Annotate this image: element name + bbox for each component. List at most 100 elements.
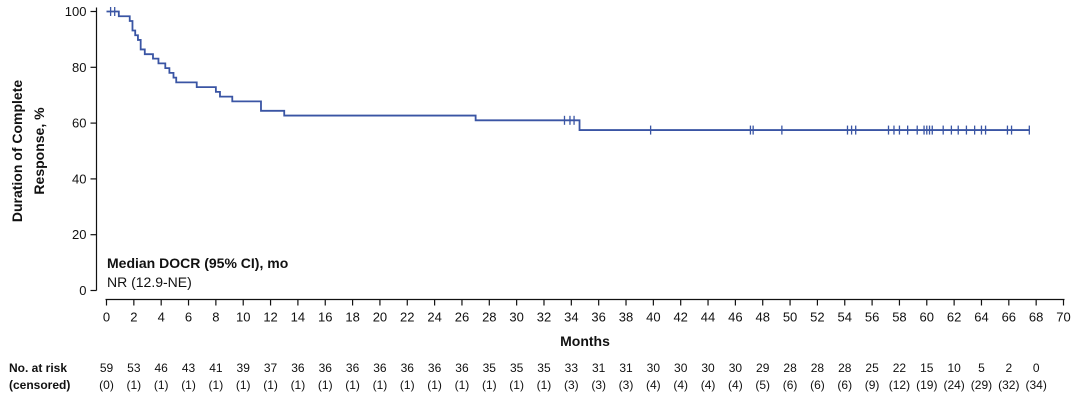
censored-count: (0) [99,378,114,392]
risk-count: 0 [1033,361,1040,375]
x-tick-label: 34 [564,310,578,325]
x-tick-label: 40 [646,310,660,325]
x-tick-label: 32 [537,310,551,325]
x-tick-label: 60 [920,310,934,325]
x-tick-label: 2 [130,310,137,325]
censored-count: (4) [728,378,743,392]
censored-count: (1) [209,378,224,392]
risk-count: 30 [729,361,743,375]
censored-count: (6) [837,378,852,392]
median-value: NR (12.9-NE) [107,274,192,290]
risk-count: 29 [756,361,770,375]
censored-count: (1) [455,378,470,392]
x-tick-label: 26 [455,310,469,325]
risk-count: 35 [537,361,551,375]
censored-count: (12) [889,378,910,392]
risk-table-label-at-risk: No. at risk [9,361,67,375]
censored-count: (3) [619,378,634,392]
x-tick-label: 18 [345,310,359,325]
risk-count: 36 [401,361,415,375]
censored-count: (3) [564,378,579,392]
x-tick-label: 56 [865,310,879,325]
x-tick-label: 38 [619,310,633,325]
censored-count: (1) [345,378,360,392]
risk-count: 30 [701,361,715,375]
x-tick-label: 8 [212,310,219,325]
censored-count: (19) [916,378,937,392]
x-ticks: 0 2 4 6 8 10 12 14 16 18 20 22 24 26 28 30 32 34 36 38 40 42 4… [103,299,1071,325]
risk-row-censored: (0) (1) (1) (1) (1) (1) (1) (1) (1) (1) (1) (1) (1) (… [99,378,1047,392]
risk-count: 36 [428,361,442,375]
x-tick-label: 16 [318,310,332,325]
risk-count: 53 [127,361,141,375]
censored-count: (1) [509,378,524,392]
x-tick-label: 58 [892,310,906,325]
x-tick-label: 52 [810,310,824,325]
x-tick-label: 54 [838,310,852,325]
risk-count: 36 [373,361,387,375]
censored-count: (1) [373,378,388,392]
risk-count: 30 [674,361,688,375]
risk-row-at-risk: 59 53 46 43 41 39 37 36 36 36 36 36 36 36 35 35 35 33 31 31… [100,361,1040,375]
censored-count: (1) [291,378,306,392]
risk-count: 36 [346,361,360,375]
risk-count: 28 [838,361,852,375]
y-tick-label: 60 [72,116,86,131]
x-tick-label: 46 [728,310,742,325]
x-tick-label: 44 [701,310,715,325]
censored-count: (32) [998,378,1019,392]
censored-count: (4) [701,378,716,392]
x-tick-label: 14 [291,310,305,325]
censored-count: (4) [673,378,688,392]
x-tick-label: 24 [427,310,441,325]
x-tick-label: 68 [1029,310,1043,325]
risk-count: 28 [783,361,797,375]
x-tick-label: 10 [236,310,250,325]
risk-count: 30 [647,361,661,375]
risk-count: 25 [865,361,879,375]
x-tick-label: 12 [263,310,277,325]
risk-count: 46 [155,361,169,375]
y-tick-label: 100 [65,4,87,19]
risk-count: 41 [209,361,223,375]
y-axis-title-line2: Response, % [31,107,47,195]
censored-count: (9) [865,378,880,392]
x-axis-title: Months [560,333,610,349]
x-tick-label: 4 [158,310,165,325]
x-tick-label: 64 [974,310,988,325]
censored-count: (1) [154,378,169,392]
x-tick-label: 0 [103,310,110,325]
censored-count: (1) [537,378,552,392]
x-tick-label: 22 [400,310,414,325]
axes [95,7,1065,301]
median-title: Median DOCR (95% CI), mo [107,255,288,271]
x-tick-label: 50 [783,310,797,325]
censored-count: (1) [482,378,497,392]
risk-count: 33 [565,361,579,375]
risk-count: 22 [893,361,907,375]
risk-table-label-censored: (censored) [9,378,70,392]
censored-count: (34) [1025,378,1046,392]
risk-count: 5 [978,361,985,375]
censored-count: (6) [810,378,825,392]
risk-count: 37 [264,361,278,375]
x-tick-label: 48 [755,310,769,325]
x-tick-label: 70 [1056,310,1070,325]
x-tick-label: 20 [373,310,387,325]
risk-count: 35 [483,361,497,375]
y-axis-title-line1: Duration of Complete [9,80,25,223]
risk-count: 10 [947,361,961,375]
y-tick-label: 40 [72,171,86,186]
risk-count: 28 [811,361,825,375]
censored-count: (1) [263,378,278,392]
risk-count: 15 [920,361,934,375]
risk-count: 36 [291,361,305,375]
x-tick-label: 36 [591,310,605,325]
risk-count: 31 [592,361,606,375]
y-tick-label: 0 [79,283,86,298]
risk-count: 43 [182,361,196,375]
censored-count: (4) [646,378,661,392]
censored-count: (1) [318,378,333,392]
risk-count: 36 [455,361,469,375]
